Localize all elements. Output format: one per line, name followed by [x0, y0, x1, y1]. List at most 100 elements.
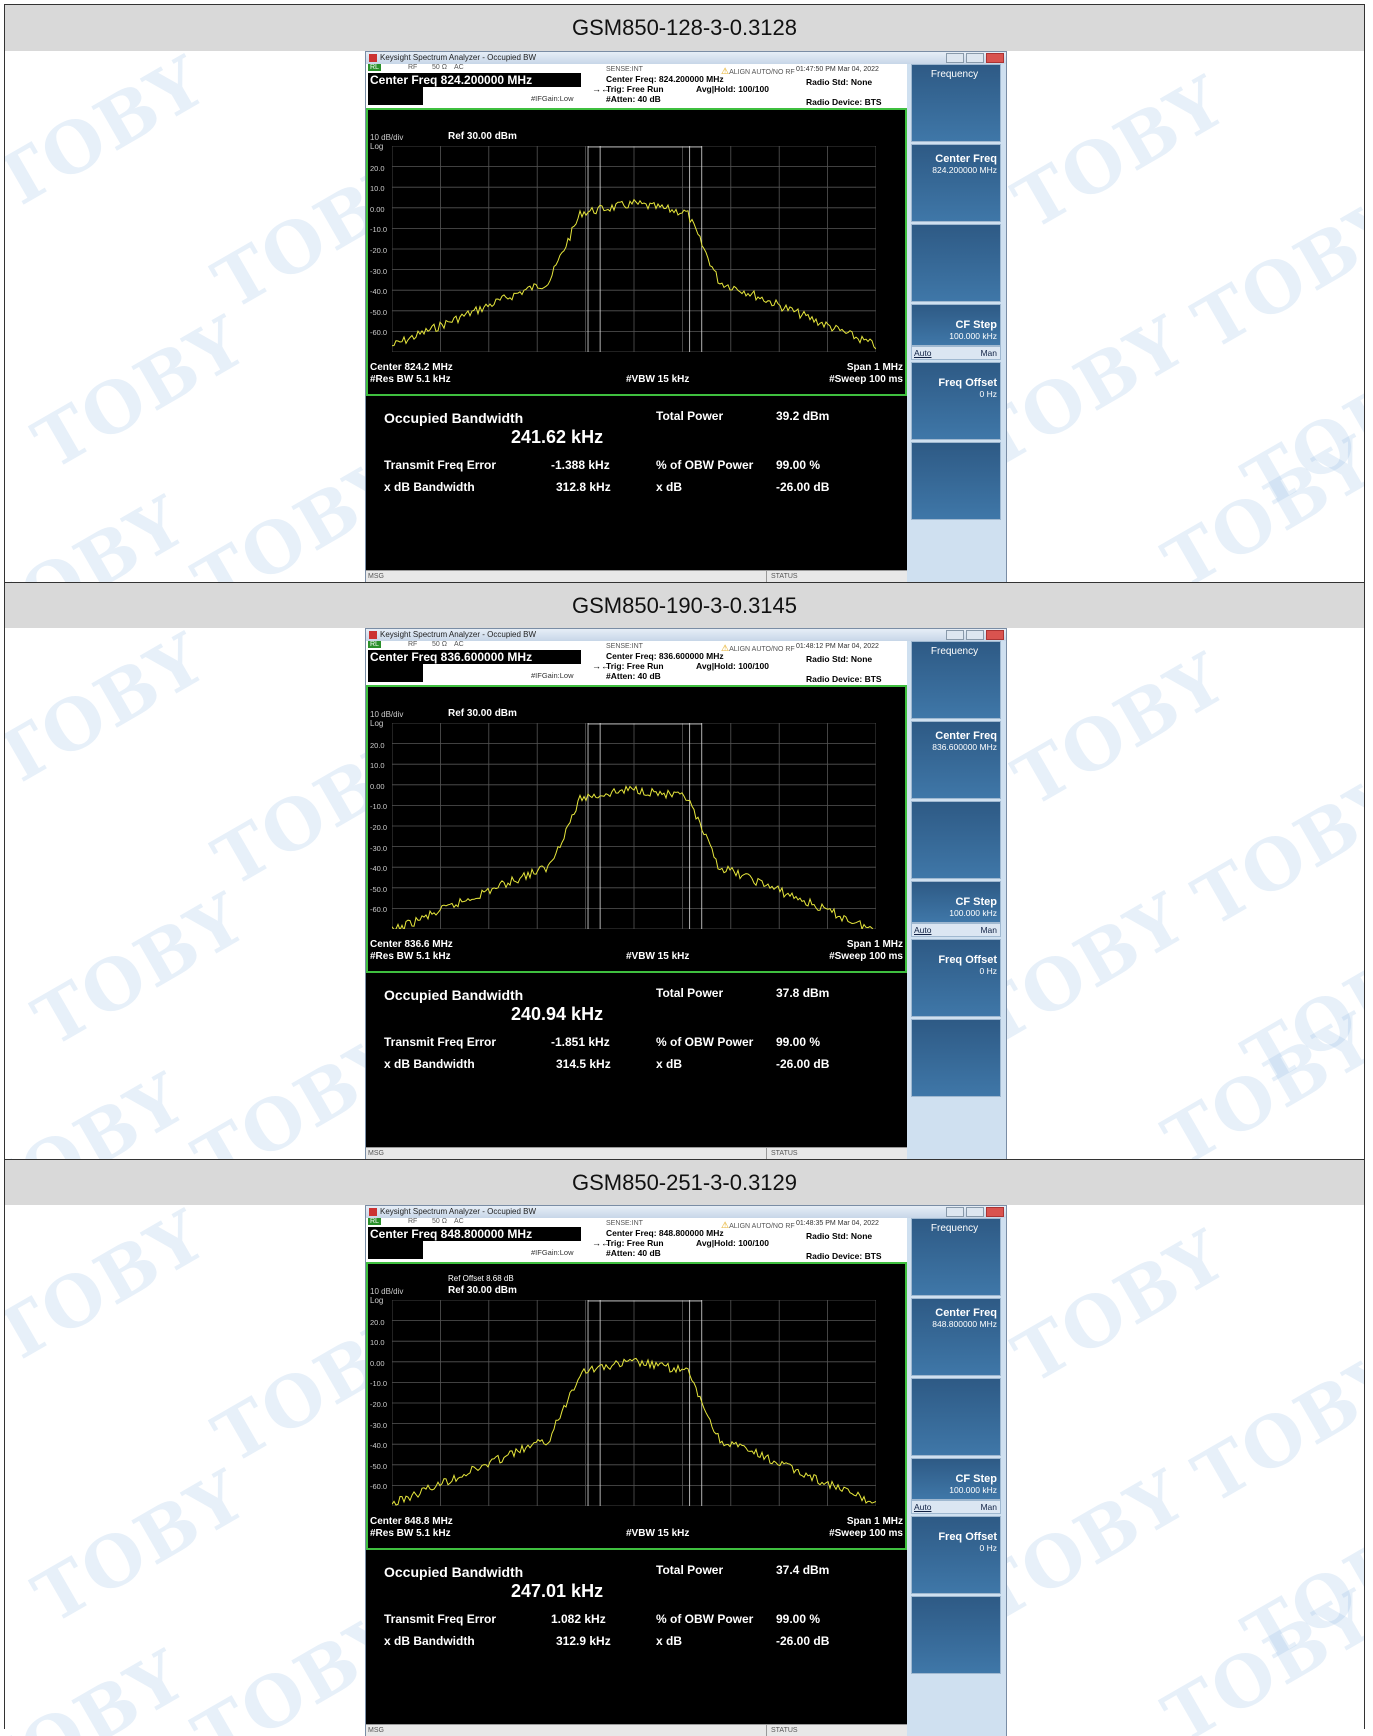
radio-device: Radio Device: BTS: [806, 674, 882, 684]
softkey-menu: Frequency Center Freq 848.800000 MHz CF …: [907, 1218, 1006, 1736]
y-tick-label: -10.0: [370, 1379, 388, 1389]
status-bar: MSG STATUS: [366, 1147, 907, 1159]
log-label: Log: [370, 719, 384, 728]
panel-header: GSM850-190-3-0.3145: [5, 582, 1364, 630]
minimize-button[interactable]: [946, 630, 964, 640]
blank-softkey[interactable]: [911, 224, 1001, 302]
occupied-bw-label: Occupied Bandwidth: [384, 987, 524, 1003]
avg-hold-info: Avg|Hold: 100/100: [696, 84, 769, 94]
occupied-bw-value: 247.01 kHz: [511, 1581, 604, 1601]
status-label: STATUS: [771, 1150, 798, 1157]
vbw-label: #VBW 15 kHz: [626, 374, 690, 385]
warning-icon: ⚠: [721, 1220, 730, 1230]
freq-offset-softkey[interactable]: Freq Offset 0 Hz: [911, 939, 1001, 1017]
y-tick-label: -10.0: [370, 802, 388, 812]
cf-step-softkey[interactable]: CF Step 100.000 kHz: [911, 304, 1001, 346]
y-tick-label: -30.0: [370, 1420, 388, 1430]
man-option[interactable]: Man: [980, 348, 997, 358]
center-freq-title[interactable]: Center Freq 848.800000 MHz: [368, 1227, 581, 1241]
input-field[interactable]: [368, 1241, 423, 1259]
minimize-button[interactable]: [946, 53, 964, 63]
center-freq-title[interactable]: Center Freq 836.600000 MHz: [368, 650, 581, 664]
softkey-label: Center Freq: [935, 153, 997, 165]
spectrum-graph[interactable]: 10 dB/div Ref 30.00 dBm Log 20.0 10.0 0.00…: [366, 685, 907, 973]
maximize-button[interactable]: [966, 1207, 984, 1217]
watermark: TOBY: [1149, 996, 1364, 1159]
xdb-bw-value: 312.8 kHz: [556, 480, 611, 494]
status-label: STATUS: [771, 1727, 798, 1734]
blank-softkey[interactable]: [911, 442, 1001, 520]
menu-title: Frequency: [930, 1223, 979, 1234]
app-logo-icon: [369, 1208, 377, 1216]
menu-title-frequency: Frequency: [911, 1218, 1001, 1296]
maximize-button[interactable]: [966, 630, 984, 640]
window-controls: [946, 630, 1004, 640]
auto-option[interactable]: Auto: [914, 348, 932, 358]
center-freq-softkey[interactable]: Center Freq 824.200000 MHz: [911, 144, 1001, 222]
input-field[interactable]: [368, 664, 423, 682]
occupied-bw-label: Occupied Bandwidth: [384, 1564, 524, 1580]
center-label: Center 836.6 MHz: [370, 939, 453, 950]
warning-icon: ⚠: [721, 66, 730, 76]
center-freq-softkey[interactable]: Center Freq 848.800000 MHz: [911, 1298, 1001, 1376]
screenshot-cell: TOBY TOBY TOBY TOBY TOBY TOBY TOBY TOBY TOBY TOBY…: [5, 628, 1364, 1159]
close-button[interactable]: [986, 630, 1004, 640]
auto-option[interactable]: Auto: [914, 1502, 932, 1512]
freq-offset-softkey[interactable]: Freq Offset 0 Hz: [911, 1516, 1001, 1594]
man-option[interactable]: Man: [980, 1502, 997, 1512]
spectrum-plot: [392, 146, 876, 352]
close-button[interactable]: [986, 1207, 1004, 1217]
maximize-button[interactable]: [966, 53, 984, 63]
ifgain-label: #IFGain:Low: [531, 1248, 574, 1257]
auto-man-toggle[interactable]: Auto Man: [911, 923, 1001, 937]
xdb-label: x dB: [656, 1634, 683, 1648]
softkey-value: 100.000 kHz: [949, 908, 997, 918]
app-logo-icon: [369, 54, 377, 62]
center-freq-softkey[interactable]: Center Freq 836.600000 MHz: [911, 721, 1001, 799]
blank-softkey[interactable]: [911, 801, 1001, 879]
obw-power-label: % of OBW Power: [656, 1035, 754, 1049]
coupling-label: AC: [454, 64, 464, 71]
total-power-value: 39.2 dBm: [776, 409, 830, 423]
menu-title-frequency: Frequency: [911, 64, 1001, 142]
xdb-value: -26.00 dB: [776, 1634, 830, 1648]
softkey-label: Center Freq: [935, 730, 997, 742]
watermark: TOBY: [1229, 339, 1364, 526]
center-freq-title[interactable]: Center Freq 824.200000 MHz: [368, 73, 581, 87]
spectrum-graph[interactable]: 10 dB/div Ref 30.00 dBm Log 20.0 10.0 0.00…: [366, 108, 907, 396]
log-label: Log: [370, 1296, 384, 1305]
watermark: TOBY: [5, 51, 220, 226]
input-field[interactable]: [368, 87, 423, 105]
y-tick-label: -50.0: [370, 884, 388, 894]
minimize-button[interactable]: [946, 1207, 964, 1217]
sense-label: SENSE:INT: [606, 1220, 643, 1227]
total-power-label: Total Power: [656, 1563, 724, 1577]
auto-man-toggle[interactable]: Auto Man: [911, 1500, 1001, 1514]
sense-label: SENSE:INT: [606, 643, 643, 650]
freq-offset-softkey[interactable]: Freq Offset 0 Hz: [911, 362, 1001, 440]
timestamp: 01:48:35 PM Mar 04, 2022: [796, 1220, 879, 1227]
auto-option[interactable]: Auto: [914, 925, 932, 935]
status-row: RL RF 50 Ω AC: [368, 64, 908, 73]
log-label: Log: [370, 142, 384, 151]
cf-step-softkey[interactable]: CF Step 100.000 kHz: [911, 881, 1001, 923]
blank-softkey[interactable]: [911, 1596, 1001, 1674]
cf-step-softkey[interactable]: CF Step 100.000 kHz: [911, 1458, 1001, 1500]
arrow-icon: →←: [592, 661, 610, 671]
trig-info: Trig: Free Run: [606, 661, 664, 671]
xdb-value: -26.00 dB: [776, 480, 830, 494]
analyzer-window: Keysight Spectrum Analyzer - Occupied BW…: [365, 628, 1007, 1159]
status-divider: [766, 571, 767, 582]
status-label: STATUS: [771, 573, 798, 580]
atten-info: #Atten: 40 dB: [606, 1248, 661, 1258]
man-option[interactable]: Man: [980, 925, 997, 935]
center-freq-info: Center Freq: 848.800000 MHz: [606, 1228, 724, 1238]
sense-label: SENSE:INT: [606, 66, 643, 73]
blank-softkey[interactable]: [911, 1019, 1001, 1097]
auto-man-toggle[interactable]: Auto Man: [911, 346, 1001, 360]
panel-header: GSM850-128-3-0.3128: [5, 5, 1364, 52]
ifgain-label: #IFGain:Low: [531, 94, 574, 103]
blank-softkey[interactable]: [911, 1378, 1001, 1456]
spectrum-graph[interactable]: Ref Offset 8.68 dB 10 dB/div Ref 30.00 d…: [366, 1262, 907, 1550]
close-button[interactable]: [986, 53, 1004, 63]
